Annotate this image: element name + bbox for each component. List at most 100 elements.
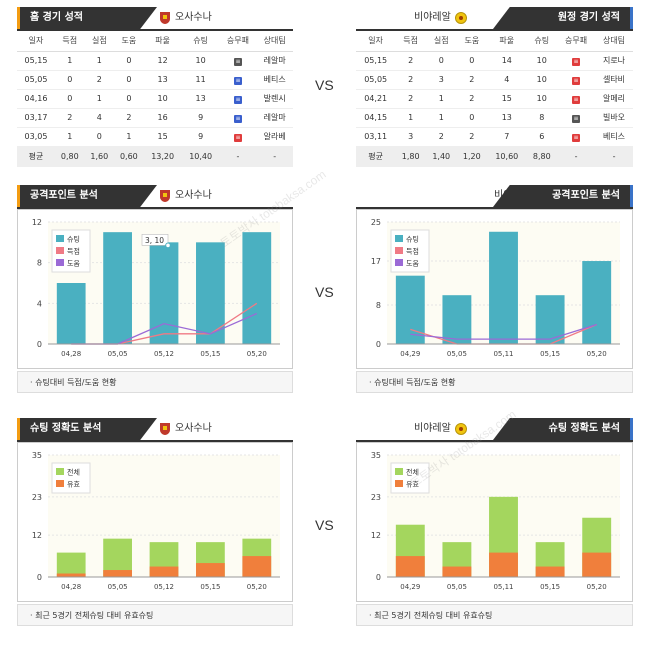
avg-shot: 10,40 (181, 146, 220, 167)
shots-bar (489, 231, 518, 344)
result-icon: ≡ (219, 108, 257, 128)
avg-gf: 1,80 (395, 146, 426, 167)
result-무-icon: ≡ (233, 57, 242, 66)
y-tick-label: 23 (371, 493, 381, 502)
x-tick-label: 05,12 (154, 583, 174, 591)
result-패-icon: ≡ (233, 76, 242, 85)
cell-gf: 1 (395, 108, 426, 128)
avg-foul: 13,20 (143, 146, 182, 167)
column-header: 파울 (487, 31, 527, 52)
result-icon: ≡ (219, 51, 257, 71)
result-icon: ≡ (557, 89, 596, 109)
y-tick-label: 35 (32, 451, 42, 460)
table-row: 05,15 2 0 0 14 10 ≡ 지로나 (356, 51, 633, 71)
home-team-name: 오사수나 (175, 12, 212, 23)
column-header: 파울 (143, 31, 182, 52)
y-tick-label: 0 (37, 340, 42, 349)
home-accuracy-panel: 슈팅 정확도 분석 오사수나 0 12 23 35 04,28 05,05 05,12 05,… (17, 418, 293, 633)
cell-ast: 0 (456, 51, 488, 71)
cell-ast: 2 (456, 127, 488, 147)
avg-ast: 1,20 (456, 146, 488, 167)
y-tick-label: 12 (371, 531, 381, 540)
on-target-bar (489, 552, 518, 577)
x-tick-label: 04,28 (61, 350, 81, 358)
chart-tooltip: 3, 10 (141, 234, 171, 249)
away-team-label: 비야레알 (414, 418, 467, 440)
cell-ga: 1 (84, 51, 115, 71)
cell-ast: 2 (114, 108, 144, 128)
column-header: 승무패 (557, 31, 596, 52)
cell-opp: 셀타비 (595, 70, 633, 90)
y-tick-label: 12 (32, 218, 42, 227)
x-tick-label: 05,15 (540, 350, 560, 358)
cell-ast: 0 (456, 108, 488, 128)
table-row: 05,05 2 3 2 4 10 ≡ 셀타비 (356, 70, 633, 90)
table-row: 05,15 1 1 0 12 10 ≡ 레알마 (17, 51, 293, 71)
result-승-icon: ≡ (572, 76, 581, 85)
vs-label: VS (315, 284, 334, 300)
cell-gf: 2 (55, 108, 85, 128)
away-results-title: 원정 경기 성적 (493, 7, 633, 29)
column-header: 일자 (356, 31, 396, 52)
column-header: 득점 (55, 31, 85, 52)
y-tick-label: 8 (376, 301, 381, 310)
avg-ast: 0,60 (114, 146, 144, 167)
cell-ga: 2 (425, 127, 457, 147)
avg-opp: - (595, 146, 633, 167)
x-tick-label: 05,05 (108, 583, 128, 591)
result-icon: ≡ (219, 70, 257, 90)
cell-opp: 알메리 (595, 89, 633, 109)
table-header-row: 일자 득점 실점 도움 파울 슈팅 승무패 상대팀 (17, 31, 293, 52)
caption-text: 최근 5경기 전체슈팅 대비 유효슈팅 (35, 611, 154, 620)
legend-label: 득점 (406, 248, 419, 256)
x-tick-label: 04,28 (61, 583, 81, 591)
avg-gf: 0,80 (55, 146, 85, 167)
legend-swatch (56, 468, 64, 475)
cell-gf: 2 (395, 89, 426, 109)
y-tick-label: 4 (37, 299, 42, 308)
cell-foul: 15 (143, 127, 182, 147)
table-row: 04,15 1 1 0 13 8 ≡ 빌바오 (356, 108, 633, 128)
y-tick-label: 0 (376, 573, 381, 582)
cell-gf: 3 (395, 127, 426, 147)
away-accuracy-caption: · 최근 5경기 전체슈팅 대비 유효슈팅 (356, 604, 633, 626)
column-header: 슈팅 (526, 31, 558, 52)
away-team-name: 비야레알 (414, 423, 451, 434)
y-tick-label: 25 (371, 218, 381, 227)
column-header: 도움 (456, 31, 488, 52)
on-target-bar (196, 563, 225, 577)
home-team-label: 오사수나 (159, 418, 212, 440)
divider (17, 207, 293, 209)
x-tick-label: 05,05 (447, 350, 467, 358)
table-header-row: 일자 득점 실점 도움 파울 슈팅 승무패 상대팀 (356, 31, 633, 52)
x-tick-label: 04,29 (400, 583, 420, 591)
shots-bar (56, 283, 86, 344)
osasuna-logo-icon (159, 189, 171, 203)
x-tick-label: 05,05 (447, 583, 467, 591)
cell-shot: 10 (181, 51, 220, 71)
home-attack-title: 공격포인트 분석 (17, 185, 157, 207)
cell-shot: 9 (181, 108, 220, 128)
x-tick-label: 04,29 (400, 350, 420, 358)
cell-shot: 10 (526, 89, 558, 109)
result-icon: ≡ (557, 108, 596, 128)
cell-opp: 빌바오 (595, 108, 633, 128)
home-attack-panel: 공격포인트 분석 오사수나 0 4 8 12 04,28 05,05 05,12 05,15 0… (17, 185, 293, 400)
home-accuracy-chart-box: 0 12 23 35 04,28 05,05 05,12 05,15 05,20 전체 유효 (17, 442, 293, 602)
avg-label: 평균 (17, 146, 55, 167)
column-header: 슈팅 (181, 31, 220, 52)
column-header: 승무패 (219, 31, 257, 52)
result-승-icon: ≡ (572, 95, 581, 104)
cell-shot: 10 (526, 70, 558, 90)
on-target-bar (442, 566, 472, 577)
away-team-name: 비야레알 (414, 12, 451, 23)
result-승-icon: ≡ (572, 133, 581, 142)
avg-label: 평균 (356, 146, 396, 167)
away-results-panel: 비야레알 원정 경기 성적 일자 득점 실점 도움 파울 슈팅 승무패 상대팀 05,15 2 0 0… (356, 7, 633, 167)
away-team-label: 비야레알 (414, 7, 467, 29)
result-icon: ≡ (557, 70, 596, 90)
